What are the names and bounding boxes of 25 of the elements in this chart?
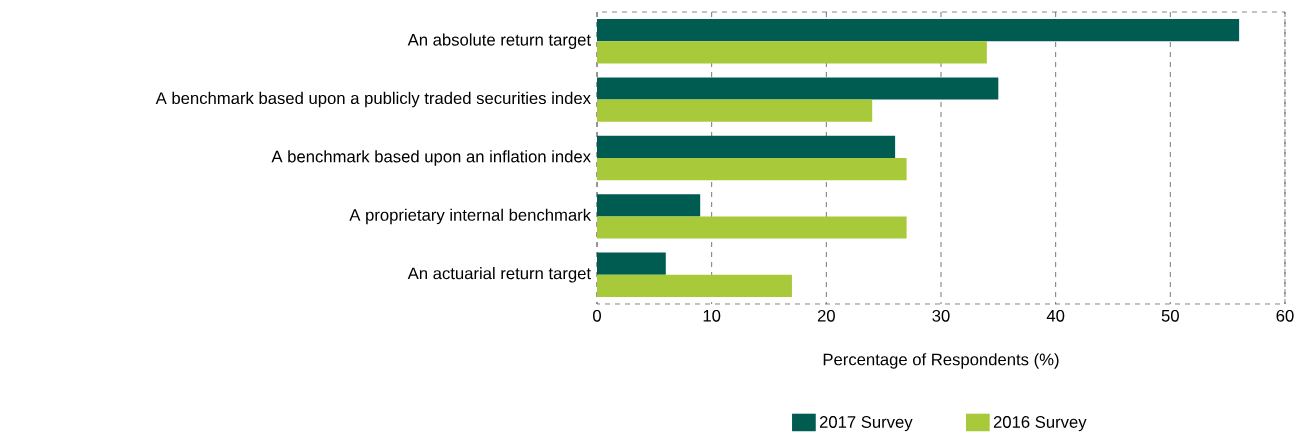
bar [597,274,792,298]
x-tick-label: 30 [932,309,950,322]
bar [597,41,987,64]
bar [597,19,1240,42]
y-tick-label: An actuarial return target [407,267,591,283]
y-tick-label: A benchmark based upon a publicly traded securities index [155,91,591,108]
x-tick-label: 20 [817,309,835,322]
x-tick-label: 50 [1161,309,1179,322]
bar [597,77,999,100]
bar [597,135,896,159]
legend-label: 2016 Survey [993,416,1087,432]
bar [597,216,907,239]
x-tick-label: 10 [703,309,721,322]
x-axis-title: Percentage of Respondents (%) [823,353,1059,369]
x-tick-label: 60 [1276,309,1294,322]
y-tick-label: A benchmark based upon an inflation index [271,150,591,166]
bar [597,158,907,181]
x-tick-label: 0 [593,309,601,322]
legend-label: 2017 Survey [819,416,913,432]
y-tick-label: A proprietary internal benchmark [349,208,592,225]
bar [597,252,666,275]
bar [597,194,701,217]
y-tick-label: An absolute return target [407,33,591,50]
bar [597,99,873,122]
x-tick-label: 40 [1046,309,1065,322]
